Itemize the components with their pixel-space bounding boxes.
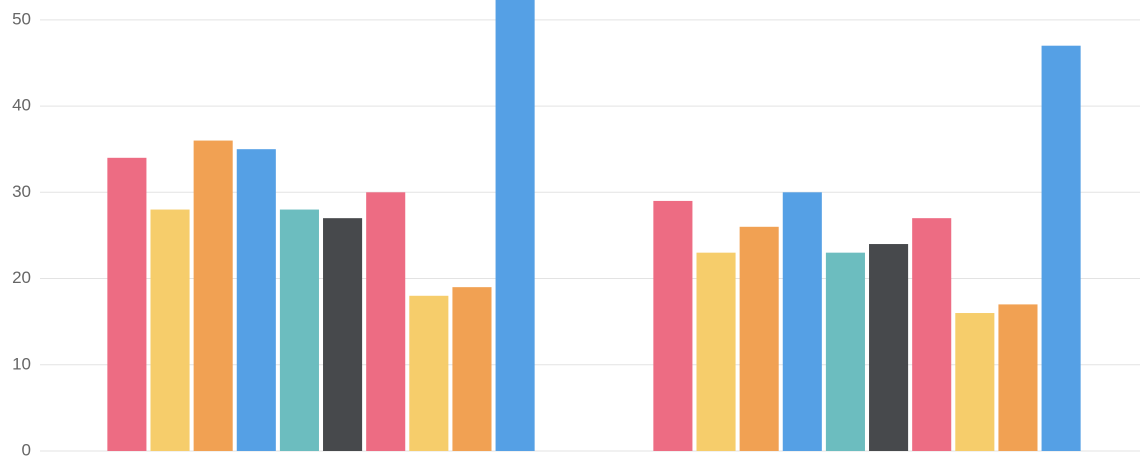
bar xyxy=(323,218,363,451)
y-tick-label: 30 xyxy=(12,182,31,201)
bar xyxy=(696,252,736,451)
bar xyxy=(366,192,406,452)
y-tick-label: 10 xyxy=(12,354,31,373)
y-tick-label: 50 xyxy=(12,9,31,28)
bar xyxy=(998,304,1038,451)
bar xyxy=(825,252,865,451)
bar xyxy=(236,149,276,451)
bar xyxy=(739,226,779,451)
bar xyxy=(150,209,190,451)
bar xyxy=(653,200,693,451)
bar xyxy=(782,192,822,452)
bar xyxy=(869,244,909,451)
bar xyxy=(107,157,147,451)
bar xyxy=(193,140,233,451)
bar xyxy=(279,209,319,451)
bar xyxy=(955,313,995,451)
bar xyxy=(409,295,449,451)
y-tick-label: 0 xyxy=(22,440,31,456)
bar xyxy=(1041,45,1081,451)
y-tick-label: 20 xyxy=(12,268,31,287)
bar xyxy=(912,218,952,451)
bar xyxy=(452,287,492,451)
bars xyxy=(107,0,1081,452)
y-tick-label: 40 xyxy=(12,96,31,115)
bar xyxy=(495,0,535,452)
